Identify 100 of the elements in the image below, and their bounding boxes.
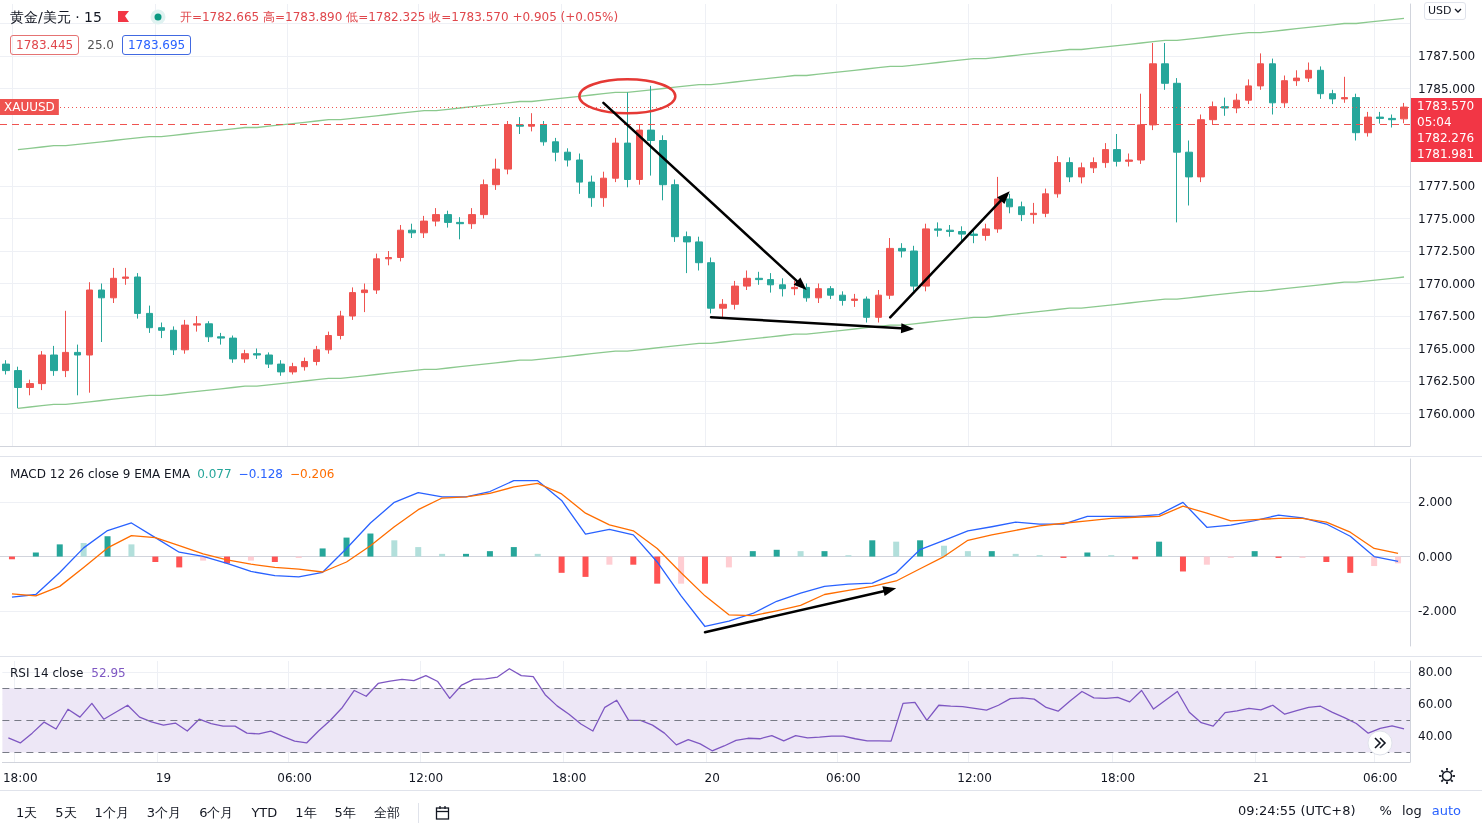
candlestick: [1078, 162, 1085, 184]
bar: [152, 556, 159, 562]
candlestick: [839, 290, 846, 307]
bar: [247, 556, 254, 561]
bar: [319, 548, 326, 557]
bar: [630, 556, 637, 565]
candlestick: [576, 153, 583, 195]
candlestick: [1185, 140, 1193, 206]
y-tick-label: 1777.500: [1418, 179, 1476, 193]
candlestick: [1376, 111, 1384, 125]
x-tick-label: 12:00: [408, 771, 444, 785]
annotation: 25.0: [87, 37, 114, 53]
candlestick: [516, 116, 524, 135]
candlestick: [301, 357, 308, 372]
text: 05:04: [1417, 114, 1453, 131]
candlestick: [86, 281, 93, 394]
candlestick: [1257, 52, 1264, 91]
text: auto: [1431, 803, 1462, 819]
bar: [678, 556, 685, 584]
candlestick: [110, 267, 117, 304]
text: USD: [1428, 3, 1452, 19]
candlestick: [50, 345, 58, 377]
candlestick: [588, 175, 595, 208]
y-tick-label: 2.000: [1418, 495, 1453, 510]
bar: [1012, 553, 1019, 557]
x-tick-label: 18:00: [551, 771, 587, 785]
bar: [486, 551, 493, 557]
bar: [391, 540, 398, 557]
text: 1781.981: [1417, 146, 1476, 163]
x-tick-label: 06:00: [1362, 771, 1398, 785]
candlestick: [982, 223, 990, 242]
candlestick: [265, 351, 273, 369]
candlestick: [373, 253, 380, 295]
candlestick: [1113, 133, 1121, 167]
bar: [1084, 552, 1091, 557]
bar: [439, 553, 446, 557]
candlestick: [659, 134, 667, 201]
annotation: 52.95: [91, 666, 126, 680]
candlestick: [134, 272, 141, 320]
bar: [702, 556, 708, 584]
annotation: −0.128: [238, 467, 284, 481]
annotation: 1783.445: [10, 35, 80, 55]
x-tick-label: 18:00: [1100, 771, 1136, 785]
candlestick: [146, 305, 153, 334]
bar: [56, 544, 63, 557]
candlestick: [1341, 76, 1348, 104]
text: 开=1782.665 高=1783.890 低=1782.325 收=1783.570 +0.905 (+0.05%): [179, 9, 619, 25]
candlestick: [289, 362, 297, 375]
candlestick: [779, 277, 786, 297]
candlestick: [934, 221, 942, 238]
candlestick: [671, 179, 679, 243]
candlestick: [540, 120, 547, 147]
candlestick: [827, 285, 834, 300]
bar: [1323, 556, 1330, 562]
chart-title: 黄金/美元 · 15: [10, 9, 102, 25]
bar: [176, 556, 183, 568]
candlestick: [193, 315, 201, 333]
candlestick: [1305, 62, 1312, 83]
candlestick: [385, 250, 392, 266]
bar: [773, 549, 780, 557]
candlestick: [1054, 155, 1061, 199]
candlestick: [863, 296, 870, 323]
candlestick: [26, 379, 34, 396]
y-tick-label: 1760.000: [1418, 406, 1476, 421]
bar: [654, 556, 661, 584]
candlestick: [875, 289, 882, 323]
bar: [1156, 541, 1163, 557]
candlestick: [2, 359, 10, 375]
candlestick: [1269, 58, 1276, 115]
candlestick: [158, 322, 165, 339]
candlestick: [277, 359, 285, 377]
bar: [510, 547, 517, 557]
bar: [725, 556, 732, 568]
candlestick: [122, 267, 129, 286]
candlestick: [910, 245, 918, 292]
bar: [893, 541, 900, 557]
text: 1年: [295, 805, 317, 821]
candlestick: [731, 280, 739, 310]
candlestick: [683, 231, 691, 274]
x-tick-label: 06:00: [826, 771, 861, 785]
candlestick: [564, 147, 571, 167]
ref-line-label: XAUUSD: [4, 100, 55, 115]
bar: [415, 547, 422, 557]
bar: [104, 536, 111, 557]
x-tick-label: 12:00: [957, 771, 992, 785]
candlestick: [970, 229, 978, 244]
text: 3个月: [146, 805, 182, 821]
bar: [582, 556, 589, 577]
candlestick: [468, 207, 476, 230]
bar: [463, 553, 470, 557]
candlestick: [229, 335, 237, 364]
x-tick-label: 18:00: [2, 771, 38, 785]
bar: [821, 551, 828, 557]
candlestick: [647, 85, 655, 177]
text: %: [1379, 803, 1392, 819]
candlestick: [420, 215, 428, 239]
candlestick: [253, 348, 261, 360]
candlestick: [1173, 77, 1181, 223]
y-tick-label: 80.00: [1418, 665, 1453, 680]
y-tick-label: 1767.500: [1418, 309, 1476, 323]
